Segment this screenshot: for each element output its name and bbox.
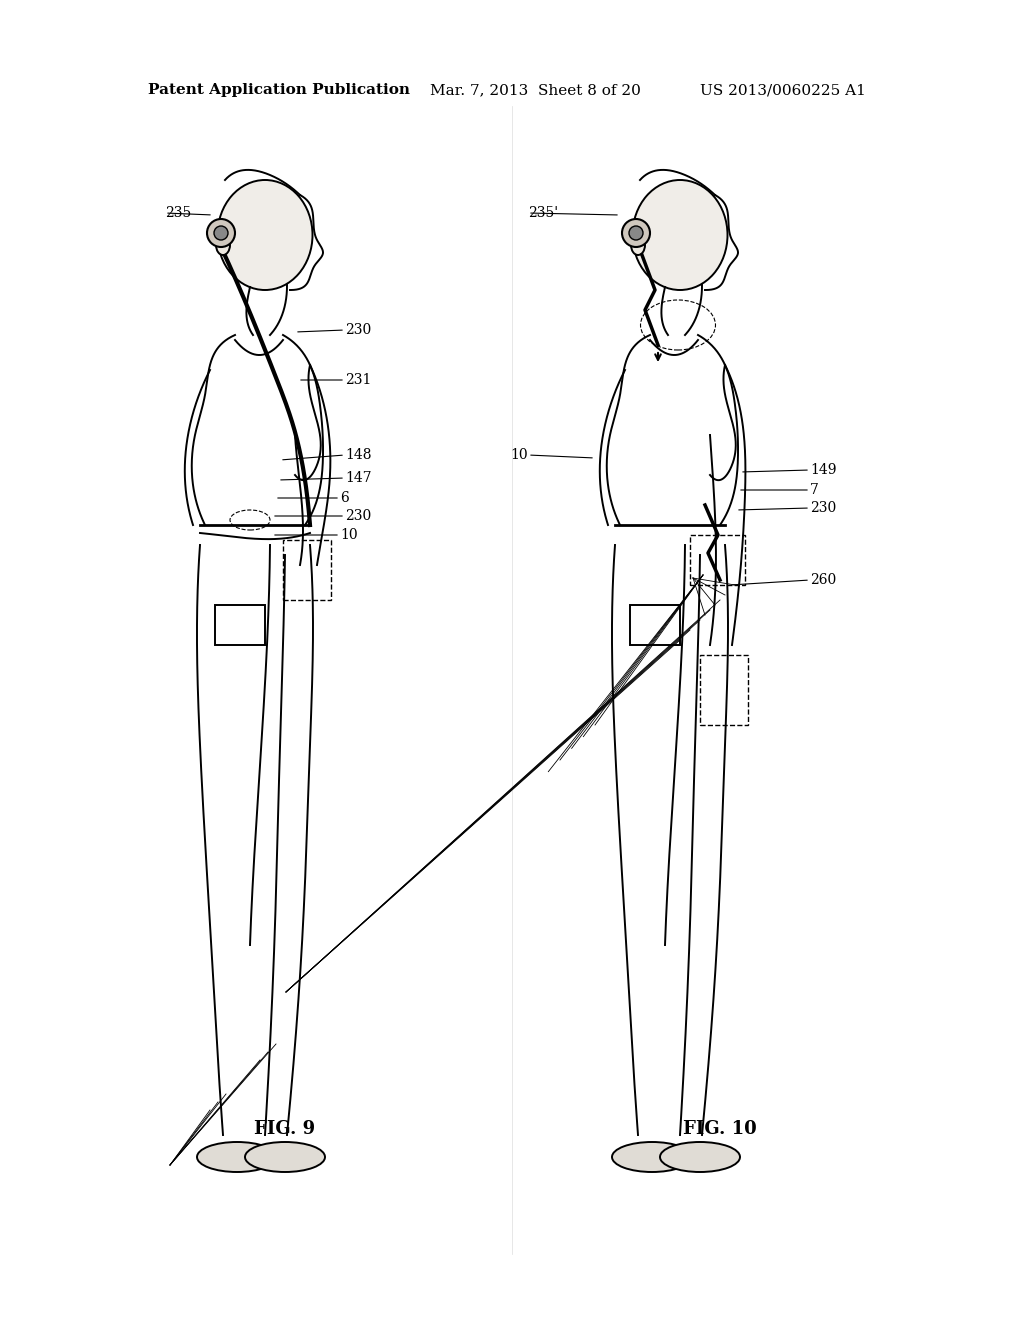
Text: 260: 260 bbox=[810, 573, 837, 587]
Text: 10: 10 bbox=[340, 528, 357, 543]
Bar bbox=[283, 540, 331, 601]
Text: 7: 7 bbox=[810, 483, 819, 498]
Text: 6: 6 bbox=[340, 491, 349, 506]
Ellipse shape bbox=[217, 180, 312, 290]
Circle shape bbox=[629, 226, 643, 240]
Bar bbox=[215, 605, 265, 645]
Ellipse shape bbox=[216, 235, 230, 255]
Text: US 2013/0060225 A1: US 2013/0060225 A1 bbox=[700, 83, 866, 96]
Ellipse shape bbox=[245, 1142, 325, 1172]
Circle shape bbox=[214, 226, 228, 240]
Text: FIG. 9: FIG. 9 bbox=[254, 1119, 315, 1138]
Text: 235': 235' bbox=[528, 206, 558, 220]
Circle shape bbox=[622, 219, 650, 247]
Ellipse shape bbox=[612, 1142, 692, 1172]
Text: 149: 149 bbox=[810, 463, 837, 477]
Bar bbox=[690, 535, 745, 585]
Text: Patent Application Publication: Patent Application Publication bbox=[148, 83, 410, 96]
Text: 230: 230 bbox=[345, 323, 372, 337]
Text: 148: 148 bbox=[345, 447, 372, 462]
Circle shape bbox=[207, 219, 234, 247]
Text: 231: 231 bbox=[345, 374, 372, 387]
Bar bbox=[630, 605, 680, 645]
Text: Mar. 7, 2013  Sheet 8 of 20: Mar. 7, 2013 Sheet 8 of 20 bbox=[430, 83, 641, 96]
Text: 230: 230 bbox=[345, 510, 372, 523]
Bar bbox=[700, 655, 748, 725]
Text: 147: 147 bbox=[345, 471, 372, 484]
Text: 235: 235 bbox=[165, 206, 191, 220]
Text: 230: 230 bbox=[810, 502, 837, 515]
Ellipse shape bbox=[631, 235, 645, 255]
Text: FIG. 10: FIG. 10 bbox=[683, 1119, 757, 1138]
Ellipse shape bbox=[197, 1142, 278, 1172]
Ellipse shape bbox=[633, 180, 727, 290]
Ellipse shape bbox=[660, 1142, 740, 1172]
Text: 10: 10 bbox=[510, 447, 528, 462]
